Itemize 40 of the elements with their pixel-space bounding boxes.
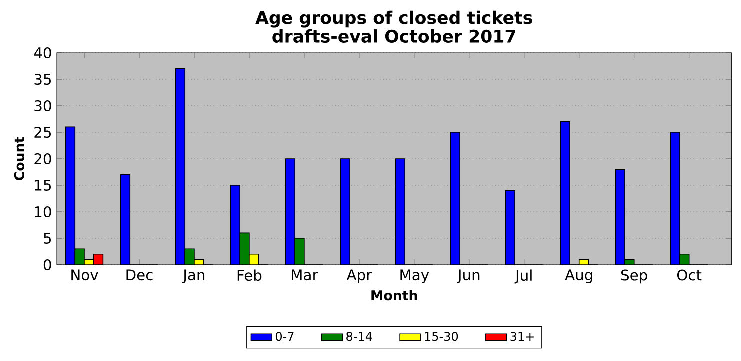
y-tick-label: 20 [34,153,52,165]
y-tick-label: 30 [34,100,52,112]
legend-label: 15-30 [425,332,458,342]
y-tick-label: 25 [34,126,52,138]
y-tick-label: 5 [44,233,52,244]
legend-label: 0-7 [276,332,294,342]
x-tick-label: Mar [292,270,318,281]
chart-title: Age groups of closed tickets drafts-eval October 2017 [256,10,532,43]
bar [120,174,131,266]
bar [175,68,186,266]
bar [285,158,296,266]
y-tick-label: 40 [34,47,52,59]
x-tick-label: Aug [565,270,592,284]
y-tick-label: 0 [44,259,52,271]
bar [395,158,406,266]
x-tick-label: May [400,270,430,284]
x-tick-label: Dec [126,270,153,281]
bar [450,132,460,266]
legend-label: 31+ [510,332,534,342]
bar [505,190,516,266]
x-tick-label: Feb [238,270,262,282]
bar [65,126,76,266]
x-tick-label: Apr [346,270,372,284]
x-tick-label: Oct [677,270,702,281]
bar [230,186,240,266]
bar [670,132,680,266]
legend-label: 8-14 [346,332,372,342]
x-tick-label: Jun [457,270,480,284]
bar [560,122,570,266]
x-tick-label: Jan [182,270,205,284]
bar [615,169,626,266]
x-tick-label: Sep [621,270,648,284]
x-tick-label: Nov [72,270,98,281]
y-axis-title: Count [14,137,24,180]
x-axis-title: Month [372,290,418,301]
y-tick-label: 10 [35,206,52,218]
y-tick-label: 15 [35,180,52,191]
y-tick-label: 35 [34,74,52,86]
x-tick-label: Jul [514,270,532,284]
bar [340,158,350,266]
